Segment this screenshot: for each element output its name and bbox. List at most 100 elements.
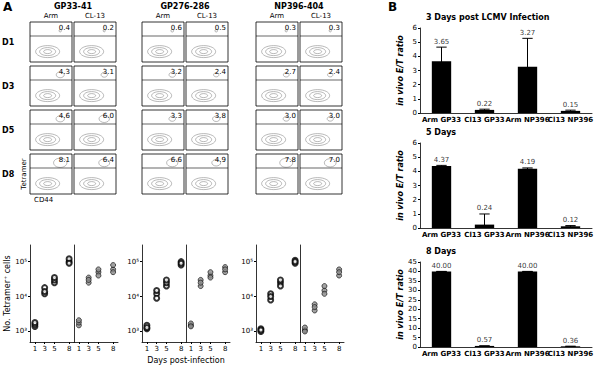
svg-text:CL-13: CL-13 [85,12,105,20]
svg-text:5: 5 [96,345,100,353]
svg-text:0.15: 0.15 [563,101,579,109]
svg-text:3.3: 3.3 [171,112,182,120]
svg-text:GP33-41: GP33-41 [54,2,92,11]
svg-text:8: 8 [223,345,227,353]
svg-text:Arm NP396: Arm NP396 [505,231,549,239]
svg-text:6.4: 6.4 [103,156,115,164]
svg-text:0.12: 0.12 [563,216,579,224]
svg-text:10⁵: 10⁵ [15,258,27,266]
svg-text:5: 5 [164,345,168,353]
svg-text:4: 4 [413,52,418,60]
svg-text:D3: D3 [2,82,14,91]
svg-text:6: 6 [413,139,418,147]
svg-text:3: 3 [42,345,46,353]
svg-text:10⁴: 10⁴ [241,293,253,301]
svg-text:GP276-286: GP276-286 [160,2,210,11]
svg-text:CL-13: CL-13 [197,12,217,20]
svg-text:10⁵: 10⁵ [241,258,253,266]
svg-text:Arm GP33: Arm GP33 [422,350,461,358]
svg-text:3.8: 3.8 [215,112,226,120]
svg-text:0.2: 0.2 [103,24,114,32]
svg-text:8: 8 [337,345,341,353]
svg-text:3: 3 [86,345,90,353]
svg-text:1: 1 [77,345,81,353]
svg-text:CD44: CD44 [34,196,54,204]
svg-text:in vivo E/T ratio: in vivo E/T ratio [396,150,405,221]
svg-text:Arm GP33: Arm GP33 [422,116,461,124]
svg-text:8: 8 [293,345,297,353]
svg-text:2.4: 2.4 [215,68,227,76]
svg-text:3.0: 3.0 [329,112,340,120]
svg-text:D5: D5 [2,126,15,135]
svg-text:35: 35 [408,277,417,285]
svg-text:5: 5 [322,345,326,353]
svg-text:1: 1 [259,345,263,353]
svg-text:4.6: 4.6 [59,112,71,120]
svg-text:0.3: 0.3 [285,24,296,32]
svg-text:2: 2 [413,81,417,89]
svg-text:Arm: Arm [156,12,171,20]
svg-text:5 Days: 5 Days [426,128,456,137]
svg-text:45: 45 [408,258,417,266]
svg-text:7.8: 7.8 [285,156,296,164]
svg-text:5: 5 [413,153,417,161]
svg-text:0.57: 0.57 [477,336,493,344]
svg-text:D1: D1 [2,38,15,47]
svg-text:Cl13 GP33: Cl13 GP33 [464,350,504,358]
svg-text:3: 3 [312,345,316,353]
svg-text:3.2: 3.2 [171,68,182,76]
svg-text:6.6: 6.6 [171,156,183,164]
svg-text:40.00: 40.00 [517,262,537,270]
svg-text:3: 3 [154,345,158,353]
svg-text:in vivo E/T ratio: in vivo E/T ratio [396,35,405,106]
svg-text:Cl13 NP396: Cl13 NP396 [548,116,593,124]
svg-text:3.1: 3.1 [103,68,114,76]
svg-text:1: 1 [145,345,149,353]
svg-text:25: 25 [408,296,417,304]
svg-text:D8: D8 [2,170,15,179]
svg-text:10⁴: 10⁴ [15,293,27,301]
svg-text:3.65: 3.65 [434,38,450,46]
svg-text:Cl13 GP33: Cl13 GP33 [464,116,504,124]
svg-text:Tetramer: Tetramer [20,158,28,190]
svg-text:3 Days post LCMV Infection: 3 Days post LCMV Infection [426,13,550,22]
svg-text:8: 8 [111,345,115,353]
svg-text:Arm GP33: Arm GP33 [422,231,461,239]
svg-text:5: 5 [413,38,417,46]
svg-text:0.36: 0.36 [563,337,579,345]
svg-text:1: 1 [33,345,37,353]
svg-text:3.27: 3.27 [520,29,536,37]
svg-text:0.4: 0.4 [59,24,71,32]
svg-text:Arm: Arm [44,12,59,20]
svg-text:1: 1 [303,345,307,353]
svg-text:8: 8 [67,345,71,353]
svg-text:0: 0 [413,109,417,117]
svg-text:20: 20 [408,305,417,313]
svg-text:NP396-404: NP396-404 [274,2,324,11]
svg-text:Arm NP396: Arm NP396 [505,116,549,124]
svg-text:5: 5 [278,345,282,353]
svg-text:Cl13 NP396: Cl13 NP396 [548,231,593,239]
svg-text:2: 2 [413,196,417,204]
svg-text:4.9: 4.9 [215,156,226,164]
svg-text:10⁵: 10⁵ [127,258,139,266]
svg-text:0.24: 0.24 [477,204,493,212]
svg-text:Arm: Arm [270,12,285,20]
svg-text:8.1: 8.1 [59,156,70,164]
svg-text:Days post-infection: Days post-infection [147,356,224,365]
svg-text:0.5: 0.5 [215,24,226,32]
svg-text:15: 15 [408,315,417,323]
svg-text:40.00: 40.00 [431,262,451,270]
svg-text:5: 5 [52,345,56,353]
svg-text:6.0: 6.0 [103,112,114,120]
svg-text:8: 8 [179,345,183,353]
svg-text:in vivo E/T ratio: in vivo E/T ratio [396,269,405,340]
svg-text:1: 1 [413,210,417,218]
svg-text:3.0: 3.0 [285,112,296,120]
svg-text:30: 30 [408,286,417,294]
svg-text:0: 0 [413,224,417,232]
svg-text:B: B [388,0,397,14]
svg-text:5: 5 [413,334,417,342]
svg-text:1: 1 [413,95,417,103]
svg-text:0.22: 0.22 [477,100,493,108]
